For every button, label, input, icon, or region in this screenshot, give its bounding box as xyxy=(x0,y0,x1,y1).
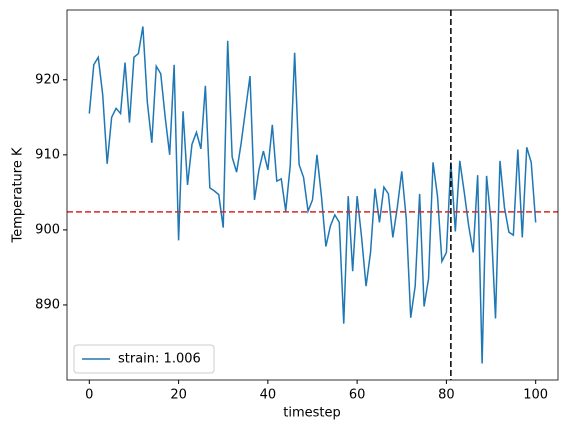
legend-box xyxy=(73,344,215,374)
legend-label: strain: 1.006 xyxy=(118,352,201,367)
y-axis-label: Temperature K xyxy=(11,147,26,243)
y-tick-label: 890 xyxy=(35,297,60,312)
x-tick-label: 80 xyxy=(438,388,455,403)
y-tick-label: 910 xyxy=(35,147,60,162)
x-tick-label: 100 xyxy=(523,388,548,403)
y-tick-label: 920 xyxy=(35,72,60,87)
x-axis-label: timestep xyxy=(283,406,341,421)
data-line xyxy=(88,26,537,364)
x-tick-label: 20 xyxy=(170,388,187,403)
x-tick-label: 0 xyxy=(85,388,93,403)
x-tick-label: 60 xyxy=(349,388,366,403)
x-tick-label: 40 xyxy=(260,388,277,403)
y-tick-label: 900 xyxy=(35,222,60,237)
plot-frame xyxy=(66,9,559,381)
